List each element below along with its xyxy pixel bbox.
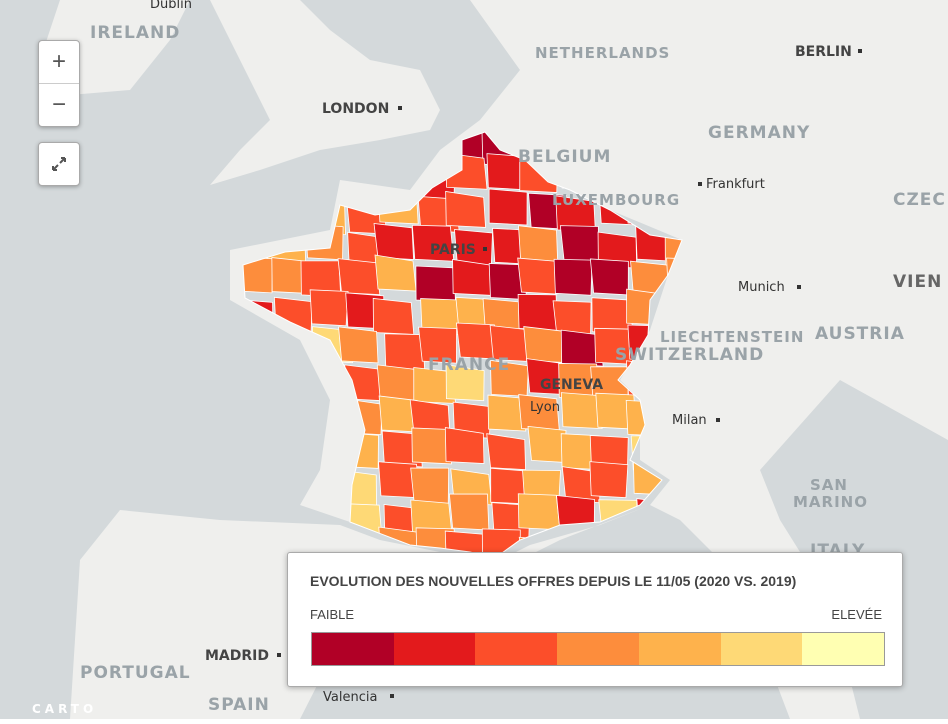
country-label: SWITZERLAND <box>615 345 764 365</box>
department <box>444 427 485 464</box>
department <box>411 427 452 465</box>
city-label: Frankfurt <box>706 177 765 192</box>
department <box>338 326 379 364</box>
department <box>488 188 528 226</box>
department <box>523 326 566 363</box>
zoom-out[interactable]: − <box>51 91 66 118</box>
department <box>452 258 493 296</box>
department <box>445 364 485 402</box>
country-label: BELGIUM <box>518 147 611 167</box>
legend-swatch <box>393 633 476 665</box>
department <box>487 394 527 432</box>
legend-high: ELEVÉE <box>831 607 882 622</box>
city-dots <box>277 49 862 698</box>
department <box>559 225 599 263</box>
department <box>517 257 558 295</box>
land <box>210 0 440 185</box>
legend-scale <box>311 632 885 666</box>
country-label: MARINO <box>793 493 868 511</box>
country-label: PORTUGAL <box>80 663 191 683</box>
attribution: CARTO <box>32 702 97 716</box>
country-label: AUSTRIA <box>815 324 905 344</box>
department <box>527 425 567 463</box>
country-label: NETHERLANDS <box>535 44 670 62</box>
legend-title: EVOLUTION DES NOUVELLES OFFRES DEPUIS LE… <box>310 573 797 589</box>
legend-swatch <box>557 633 639 665</box>
department <box>372 297 415 335</box>
department <box>376 364 420 402</box>
department <box>589 258 629 296</box>
city-label: LONDON <box>322 101 389 117</box>
fullscreen-icon <box>52 157 66 171</box>
country-label: GERMANY <box>708 123 810 143</box>
country-label: CZEC <box>893 190 946 210</box>
department <box>415 265 456 303</box>
department <box>448 493 490 531</box>
department <box>384 333 426 371</box>
city-label: BERLIN <box>795 44 852 60</box>
department <box>518 225 559 263</box>
legend-swatch <box>802 633 885 665</box>
department <box>560 329 604 367</box>
department <box>486 433 526 471</box>
country-label: LUXEMBOURG <box>552 191 680 209</box>
department <box>445 190 487 228</box>
city-label: MADRID <box>205 648 269 664</box>
city-label: Lyon <box>530 400 560 415</box>
country-label: SAN <box>810 476 848 494</box>
city-label: Valencia <box>323 690 377 705</box>
department <box>553 258 593 296</box>
department <box>337 258 381 296</box>
department <box>309 289 349 327</box>
land <box>70 0 948 719</box>
city-label: Milan <box>672 413 707 428</box>
zoom-control: + − <box>38 40 80 127</box>
city-label: Dublin <box>150 0 192 12</box>
department <box>410 467 450 505</box>
department <box>418 326 457 364</box>
country-label: FRANCE <box>428 355 510 375</box>
country-label: LIECHTENSTEIN <box>660 328 804 346</box>
department <box>373 223 414 260</box>
department <box>517 293 558 331</box>
department <box>517 493 561 531</box>
zoom-in[interactable]: + <box>39 41 79 84</box>
legend-low: FAIBLE <box>310 607 355 622</box>
city-label: Munich <box>738 280 785 295</box>
department <box>374 254 417 292</box>
legend: EVOLUTION DES NOUVELLES OFFRES DEPUIS LE… <box>287 552 903 687</box>
legend-swatch <box>312 633 394 665</box>
department <box>589 461 629 499</box>
legend-swatch <box>475 633 558 665</box>
legend-swatch <box>720 633 803 665</box>
fullscreen-button[interactable] <box>38 142 80 186</box>
country-label: SPAIN <box>208 695 270 715</box>
department <box>560 392 603 430</box>
country-label: VIEN <box>893 272 942 292</box>
city-label: PARIS <box>430 242 476 258</box>
legend-swatch <box>638 633 721 665</box>
country-label: IRELAND <box>90 23 180 43</box>
city-label: GENEVA <box>540 377 603 393</box>
